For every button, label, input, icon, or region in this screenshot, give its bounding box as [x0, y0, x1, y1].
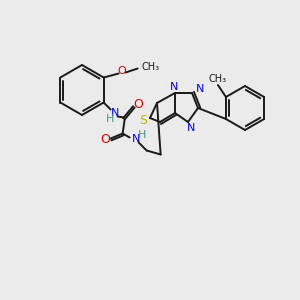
Text: O: O: [101, 133, 111, 146]
Text: H: H: [106, 113, 114, 124]
Text: CH₃: CH₃: [209, 74, 227, 84]
Text: N: N: [187, 123, 195, 133]
Text: N: N: [170, 82, 178, 92]
Text: N: N: [131, 134, 140, 145]
Text: S: S: [139, 115, 147, 128]
Text: N: N: [110, 109, 119, 118]
Text: H: H: [137, 130, 146, 140]
Text: N: N: [196, 84, 204, 94]
Text: O: O: [117, 67, 126, 76]
Text: O: O: [134, 98, 144, 111]
Text: CH₃: CH₃: [142, 61, 160, 71]
